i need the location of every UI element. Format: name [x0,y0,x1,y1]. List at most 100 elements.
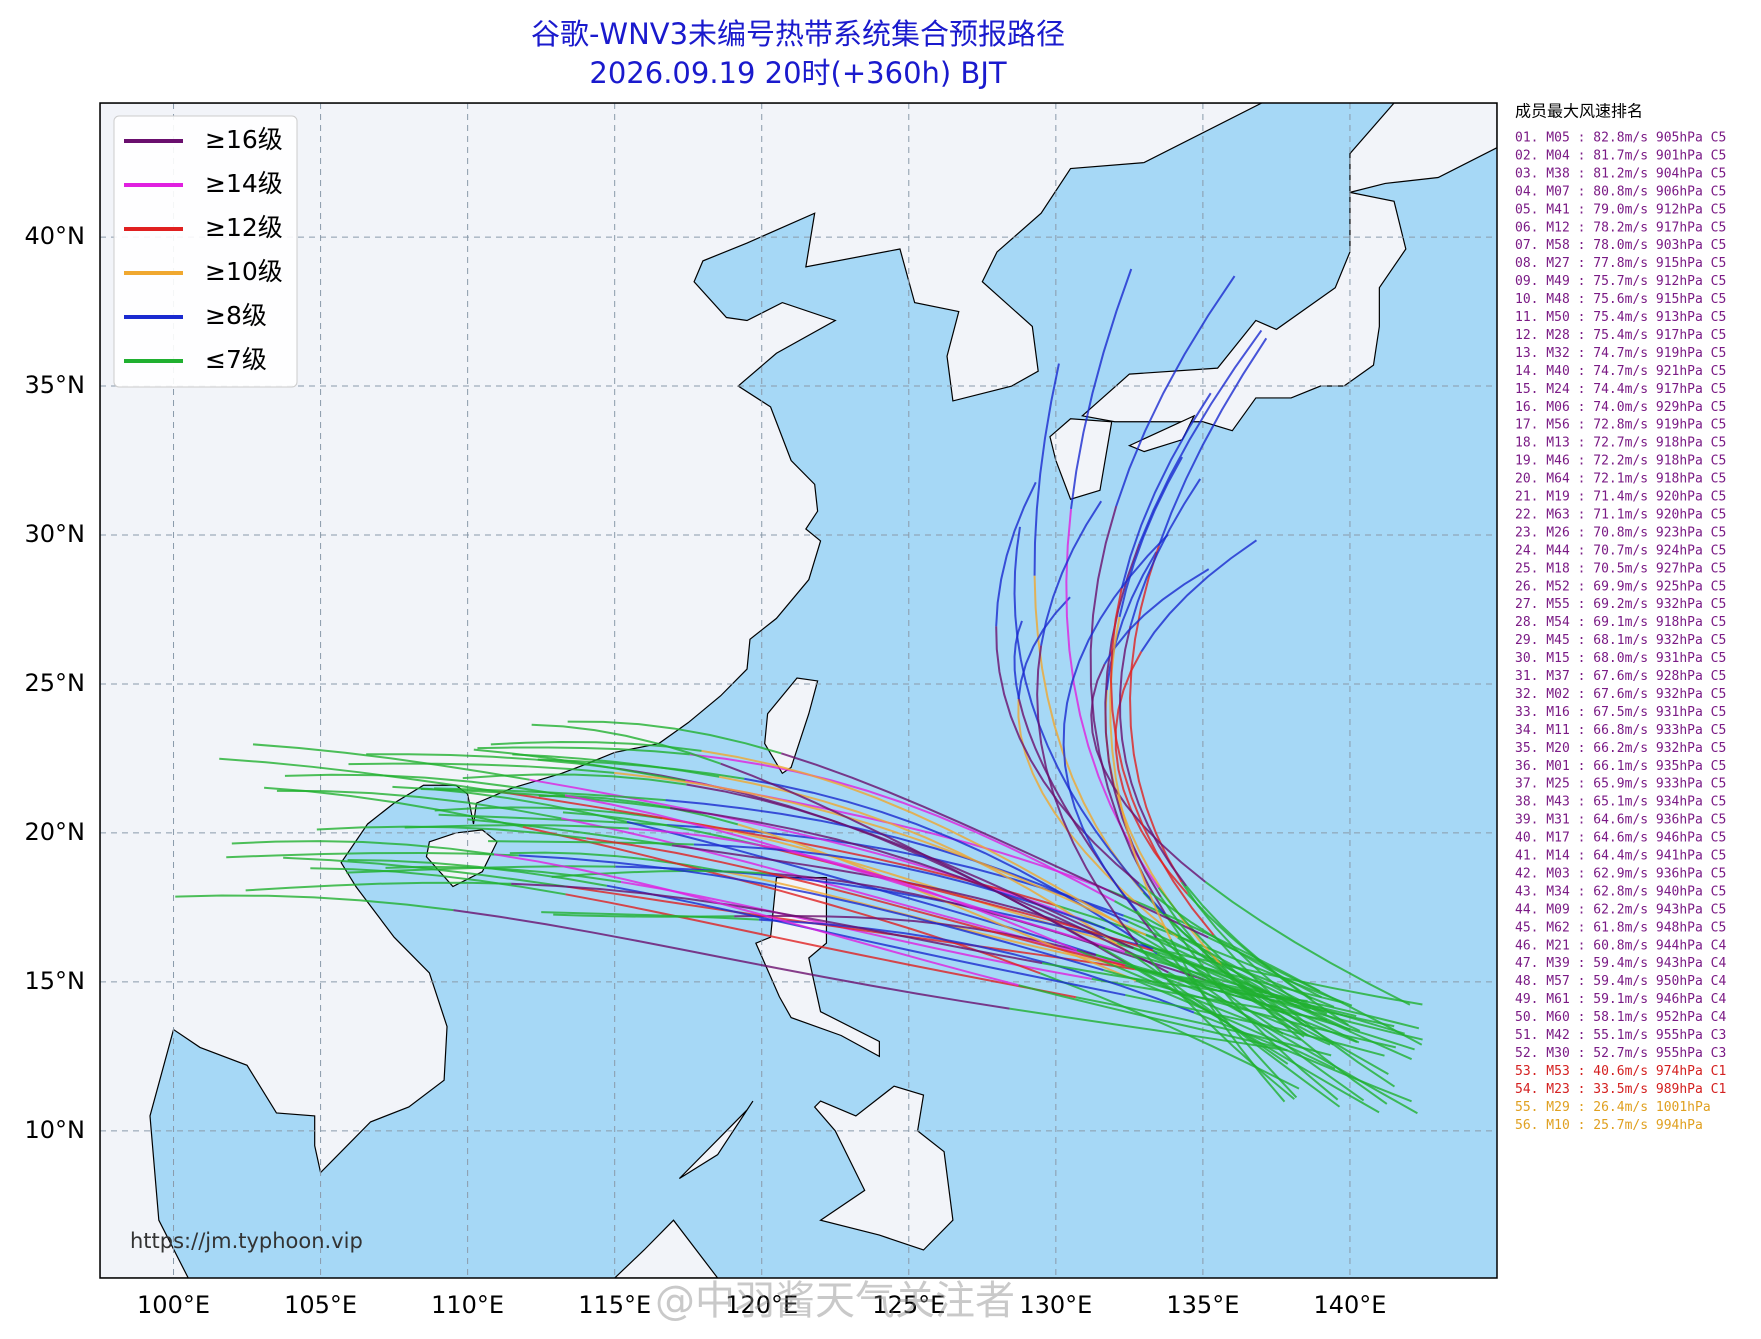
ranking-item: 45. M62 : 61.8m/s 948hPa C5 [1515,920,1726,935]
x-tick-label: 140°E [1313,1291,1386,1319]
track [1118,456,1183,618]
track [769,872,1206,981]
track [1036,645,1139,946]
track [1018,984,1282,1049]
ranking-item: 50. M60 : 58.1m/s 952hPa C4 [1515,1010,1726,1025]
track [1155,936,1298,1099]
track [686,783,1134,950]
track [276,789,562,820]
y-tick-label: 25°N [25,669,86,697]
x-tick-label: 105°E [284,1291,357,1319]
ranking-item: 30. M15 : 68.0m/s 931hPa C5 [1515,651,1726,666]
y-tick-label: 40°N [25,222,86,250]
track [488,840,694,846]
ranking-item: 48. M57 : 59.4m/s 950hPa C4 [1515,974,1726,989]
land [613,1219,719,1278]
track [1009,1007,1288,1052]
tick-layer: 100°E 105°E 110°E 115°E 120°E 125°E 130°E 135°E… [25,222,1387,1319]
track [995,481,1037,627]
track [1013,526,1022,660]
track [1136,943,1295,1100]
track [780,752,1209,939]
ranking-item: 53. M53 : 40.6m/s 974hPa C1 [1515,1064,1726,1079]
ranking-item: 29. M45 : 68.1m/s 932hPa C5 [1515,633,1726,648]
ranking-item: 37. M25 : 65.9m/s 933hPa C5 [1515,777,1726,792]
track [518,854,1104,972]
track [1017,698,1179,939]
ranking-item: 52. M30 : 52.7m/s 955hPa C3 [1515,1046,1726,1061]
ranking-item: 40. M17 : 64.6m/s 946hPa C5 [1515,831,1726,846]
track [614,771,1147,936]
grid-layer [100,103,1497,1278]
y-tick-label: 15°N [25,967,86,995]
track [512,753,720,778]
track [1090,663,1206,883]
track [1129,478,1201,627]
track [689,753,1115,902]
track [1033,363,1060,576]
track [1129,544,1183,883]
map-frame [99,102,1498,1279]
ranking-item: 12. M28 : 75.4m/s 917hPa C5 [1515,328,1726,343]
source-url: https://jm.typhoon.vip [130,1229,363,1253]
x-tick-label: 120°E [725,1291,798,1319]
ranking-item: 36. M01 : 66.1m/s 935hPa C5 [1515,759,1726,774]
land [813,1085,954,1251]
ranking-item: 13. M32 : 74.7m/s 919hPa C5 [1515,346,1726,361]
track [1221,965,1388,1105]
ranking-item: 18. M13 : 72.7m/s 918hPa C5 [1515,436,1726,451]
track [434,806,663,820]
land [678,1100,754,1180]
track [1040,500,1103,646]
legend-label: ≥16级 [205,125,283,154]
ranking-item: 03. M38 : 81.2m/s 904hPa C5 [1515,166,1726,181]
ranking-item: 20. M64 : 72.1m/s 918hPa C5 [1515,472,1726,487]
track [758,918,1195,1014]
ranking-item: 34. M11 : 66.8m/s 933hPa C5 [1515,723,1726,738]
track [1167,971,1418,1115]
ranking-item: 10. M48 : 75.6m/s 915hPa C5 [1515,292,1726,307]
ranking-item: 27. M55 : 69.2m/s 932hPa C5 [1515,597,1726,612]
ranking-item: 43. M34 : 62.8m/s 940hPa C5 [1515,884,1726,899]
track [467,818,672,847]
track [531,723,721,765]
track [264,786,524,828]
x-tick-label: 100°E [137,1291,210,1319]
ranking-item: 39. M31 : 64.6m/s 936hPa C5 [1515,813,1726,828]
ranking-item: 54. M23 : 33.5m/s 989hPa C1 [1515,1082,1726,1097]
track [1122,924,1334,1046]
ranking-item: 17. M56 : 72.8m/s 919hPa C5 [1515,418,1726,433]
track [562,811,760,847]
ranking-item: 08. M27 : 77.8m/s 915hPa C5 [1515,256,1726,271]
y-tick-label: 10°N [25,1116,86,1144]
track [1140,539,1258,653]
ranking-item: 31. M37 : 67.6m/s 928hPa C5 [1515,669,1726,684]
track [1115,275,1236,507]
ranking-item: 42. M03 : 62.9m/s 936hPa C5 [1515,866,1726,881]
track [1114,651,1189,895]
land [1080,191,1407,432]
track [1145,934,1413,1061]
track [219,757,499,793]
ranking-item: 24. M44 : 70.7m/s 924hPa C5 [1515,543,1726,558]
track [490,740,702,752]
track [737,823,1137,982]
ranking-item: 33. M16 : 67.5m/s 931hPa C5 [1515,705,1726,720]
track [564,794,1126,953]
ranking-item: 47. M39 : 59.4m/s 943hPa C4 [1515,956,1726,971]
legend: ≥16级 ≥14级 ≥12级 ≥10级 ≥8级 ≤7级 [113,115,298,388]
land [764,677,819,775]
title: 谷歌-WNV3未编号热带系统集合预报路径 [531,17,1065,51]
land [100,103,1262,1278]
track [493,853,1019,987]
track [226,851,519,859]
track [1105,551,1158,691]
track [283,856,568,888]
ranking-item: 32. M02 : 67.6m/s 932hPa C5 [1515,687,1726,702]
ranking-item: 15. M24 : 74.4m/s 917hPa C5 [1515,382,1726,397]
track [1136,910,1284,1035]
ranking-item: 19. M46 : 72.2m/s 918hPa C5 [1515,454,1726,469]
ranking-item: 06. M12 : 78.2m/s 917hPa C5 [1515,220,1726,235]
